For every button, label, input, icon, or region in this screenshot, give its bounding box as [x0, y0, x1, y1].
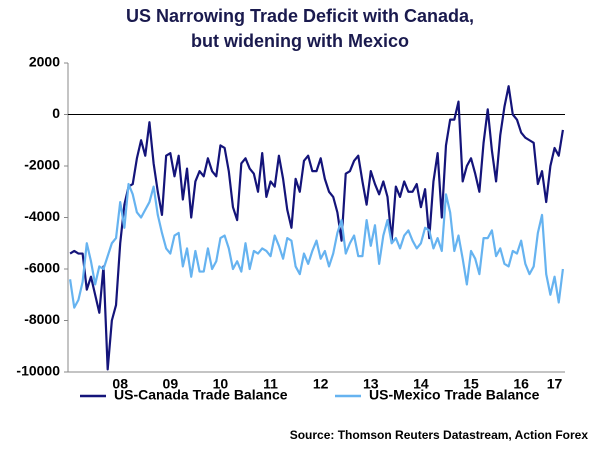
x-tick-label: 11 [263, 376, 278, 392]
y-tick-label: 0 [52, 105, 60, 121]
x-tick-label: 14 [413, 376, 429, 392]
x-tick-label: 15 [463, 376, 479, 392]
x-tick-label: 08 [112, 376, 128, 392]
chart-title: but widening with Mexico [191, 31, 409, 51]
x-tick-label: 17 [547, 376, 563, 392]
legend-label: US-Canada Trade Balance [114, 387, 288, 403]
series-line [69, 182, 565, 309]
y-tick-label: -10000 [16, 363, 60, 379]
source-note: Source: Thomson Reuters Datastream, Acti… [290, 428, 589, 442]
y-tick-label: -6000 [24, 260, 60, 276]
y-tick-label: 2000 [29, 54, 60, 70]
x-tick-label: 10 [213, 376, 229, 392]
x-tick-label: 13 [363, 376, 379, 392]
y-tick-label: -4000 [24, 208, 60, 224]
y-tick-label: -2000 [24, 157, 60, 173]
chart-title: US Narrowing Trade Deficit with Canada, [126, 6, 474, 26]
x-tick-label: 16 [513, 376, 529, 392]
legend-label: US-Mexico Trade Balance [369, 387, 540, 403]
x-tick-label: 09 [163, 376, 179, 392]
series-line [69, 85, 564, 371]
x-tick-label: 12 [313, 376, 329, 392]
y-tick-label: -8000 [24, 311, 60, 327]
